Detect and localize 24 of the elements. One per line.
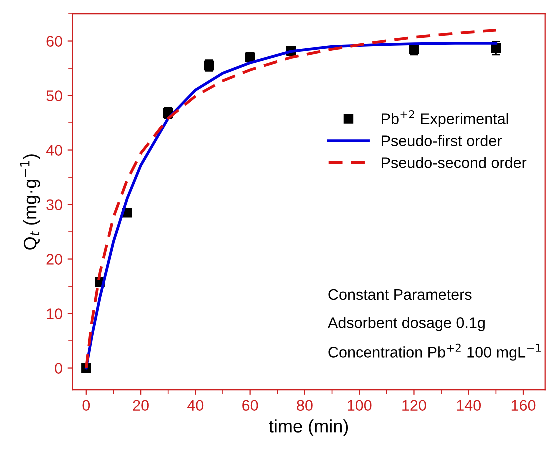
x-tick-label: 140 — [457, 400, 482, 412]
y-tick-label: 60 — [46, 36, 62, 47]
x-tick-label: 40 — [188, 400, 204, 412]
annotation: Constant Parameters — [328, 289, 472, 300]
y-tick-label: 20 — [46, 254, 62, 265]
x-axis-title: time (min) — [269, 420, 348, 436]
x-tick-label: 60 — [242, 400, 258, 412]
legend-label: Pseudo-first order — [382, 135, 502, 146]
y-tick-label: 50 — [46, 90, 62, 102]
legend-label: Pseudo-second order — [382, 157, 527, 168]
x-tick-label: 80 — [297, 400, 313, 412]
y-tick-label: 30 — [46, 200, 62, 210]
legend-label: Pb$^{+2}$ Experimental — [382, 110, 508, 128]
y-tick-label: 10 — [47, 308, 62, 320]
x-tick-label: 100 — [348, 400, 372, 412]
x-tick-label: 20 — [133, 400, 149, 412]
x-tick-label: 0 — [82, 400, 90, 412]
x-tick-label: 120 — [402, 400, 426, 412]
annotation: Adsorbent dosage 0.1g — [328, 317, 485, 332]
annotation: Concentration Pb$^{+2}$ 100 mgL$^{−1}$ — [328, 344, 541, 361]
y-axis-title: Q$_{t}$ (mg·g$^{−1}$) — [20, 154, 40, 250]
x-tick-label: 160 — [512, 400, 536, 412]
y-tick-label: 0 — [55, 363, 62, 374]
y-tick-label: 40 — [46, 145, 62, 156]
